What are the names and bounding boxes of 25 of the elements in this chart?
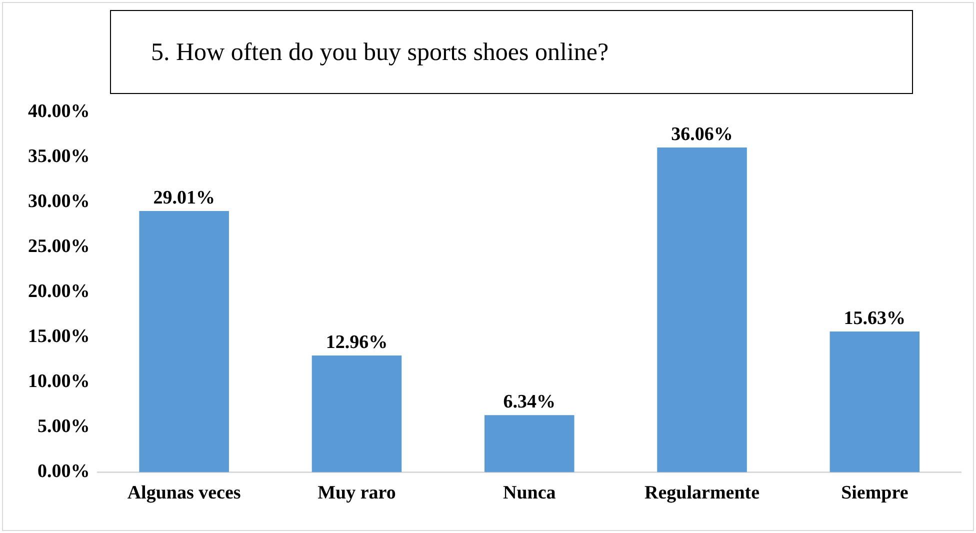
data-label: 29.01% [153,187,215,208]
x-tick-label: Siempre [841,482,908,504]
y-tick-label: 15.00% [28,326,90,348]
y-tick-label: 10.00% [28,371,90,392]
y-tick-label: 0.00% [38,461,90,482]
bar [657,147,747,472]
x-tick-label: Nunca [502,482,556,504]
data-label: 36.06% [671,124,733,145]
x-tick-label: Algunas veces [127,482,241,504]
bar [312,355,402,472]
x-tick-label: Regularmente [644,482,760,504]
y-tick-label: 25.00% [28,236,90,257]
bar [830,331,920,472]
y-tick-label: 35.00% [28,146,90,167]
y-tick-label: 40.00% [28,100,90,122]
y-tick-label: 5.00% [38,416,90,438]
data-label: 15.63% [844,308,906,329]
x-tick-label: Muy raro [318,482,396,504]
bar [139,210,229,472]
y-tick-label: 30.00% [28,190,90,212]
data-label: 12.96% [326,332,388,353]
bar [484,415,574,472]
y-tick-label: 20.00% [28,281,90,302]
chart-title: 5. How often do you buy sports shoes online? [110,10,913,94]
data-label: 6.34% [503,392,556,413]
